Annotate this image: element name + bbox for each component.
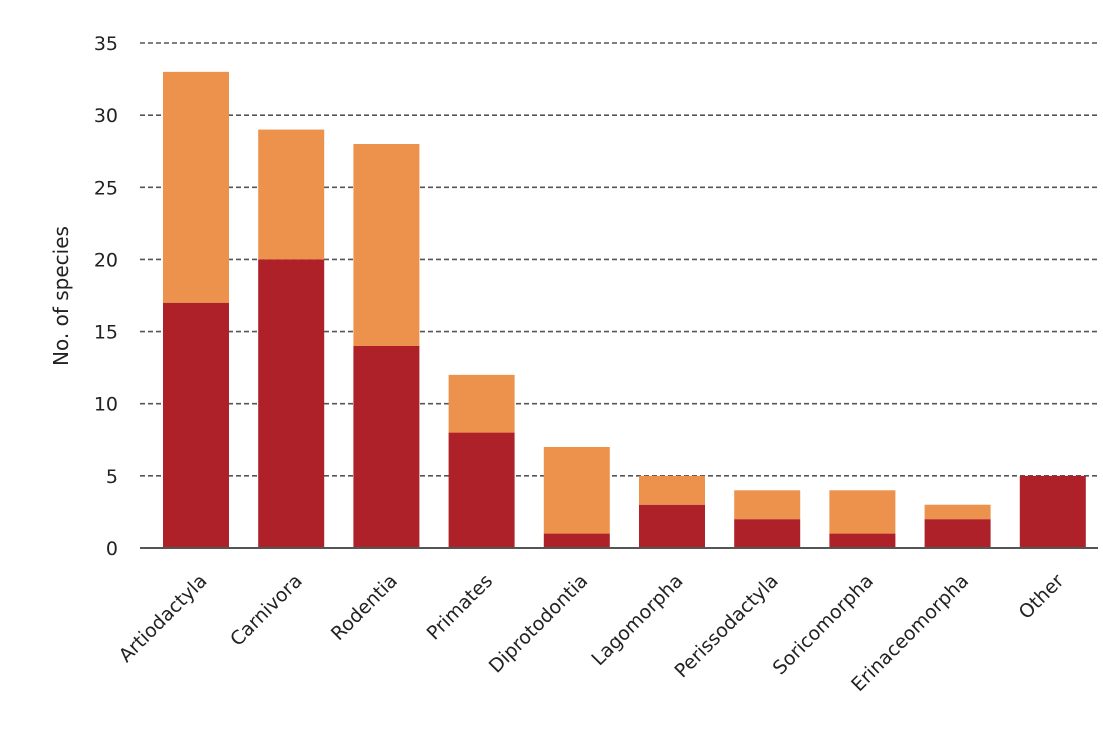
bar-artiodactyla-series-2 xyxy=(163,71,229,303)
bar-rodentia-series-1 xyxy=(353,346,420,548)
bar-primates-series-1 xyxy=(448,432,515,548)
y-tick-labels: 0 5 10 15 20 25 30 35 xyxy=(94,33,118,560)
y-tick-label: 35 xyxy=(94,33,118,55)
x-tick-label: Diprotodontia xyxy=(485,570,593,678)
y-tick-label: 0 xyxy=(106,538,118,560)
y-tick-label: 10 xyxy=(94,394,118,416)
bar-artiodactyla-series-1 xyxy=(163,302,229,548)
bar-carnivora-series-2 xyxy=(258,129,325,260)
bar-primates-series-2 xyxy=(448,374,515,433)
x-tick-label: Rodentia xyxy=(327,570,402,645)
bar-carnivora-series-1 xyxy=(258,259,325,548)
bar-erinaceomorpha-series-2 xyxy=(924,504,991,520)
bar-rodentia-series-2 xyxy=(353,144,420,346)
x-tick-label: Soricomorpha xyxy=(769,570,878,679)
y-tick-label: 5 xyxy=(106,466,118,488)
y-tick-label: 15 xyxy=(94,322,118,344)
bar-lagomorpha-series-2 xyxy=(639,475,705,505)
x-tick-labels: Artiodactyla Carnivora Rodentia PrimatesDip… xyxy=(115,570,1069,696)
bars xyxy=(163,71,1086,548)
bar-perissodactyla-series-2 xyxy=(734,490,801,520)
x-tick-label: Artiodactyla xyxy=(115,570,212,667)
bar-diprotodontia-series-1 xyxy=(543,533,610,548)
y-axis-title: No. of species xyxy=(49,226,73,366)
x-tick-label: Primates xyxy=(423,570,498,645)
x-tick-label: Other xyxy=(1015,570,1069,624)
bar-soricomorpha-series-1 xyxy=(829,533,896,548)
bar-other-series-1 xyxy=(1019,475,1086,548)
bar-perissodactyla-series-1 xyxy=(734,519,801,548)
x-tick-label: Lagomorpha xyxy=(587,570,687,670)
y-tick-label: 25 xyxy=(94,177,118,199)
bar-erinaceomorpha-series-1 xyxy=(924,519,991,548)
bar-soricomorpha-series-2 xyxy=(829,490,896,534)
bar-lagomorpha-series-1 xyxy=(639,504,705,548)
y-tick-label: 30 xyxy=(94,105,118,127)
y-tick-label: 20 xyxy=(94,249,118,271)
bar-diprotodontia-series-2 xyxy=(543,447,610,534)
x-tick-label: Perissodactyla xyxy=(670,570,782,682)
x-tick-label: Carnivora xyxy=(226,570,307,651)
